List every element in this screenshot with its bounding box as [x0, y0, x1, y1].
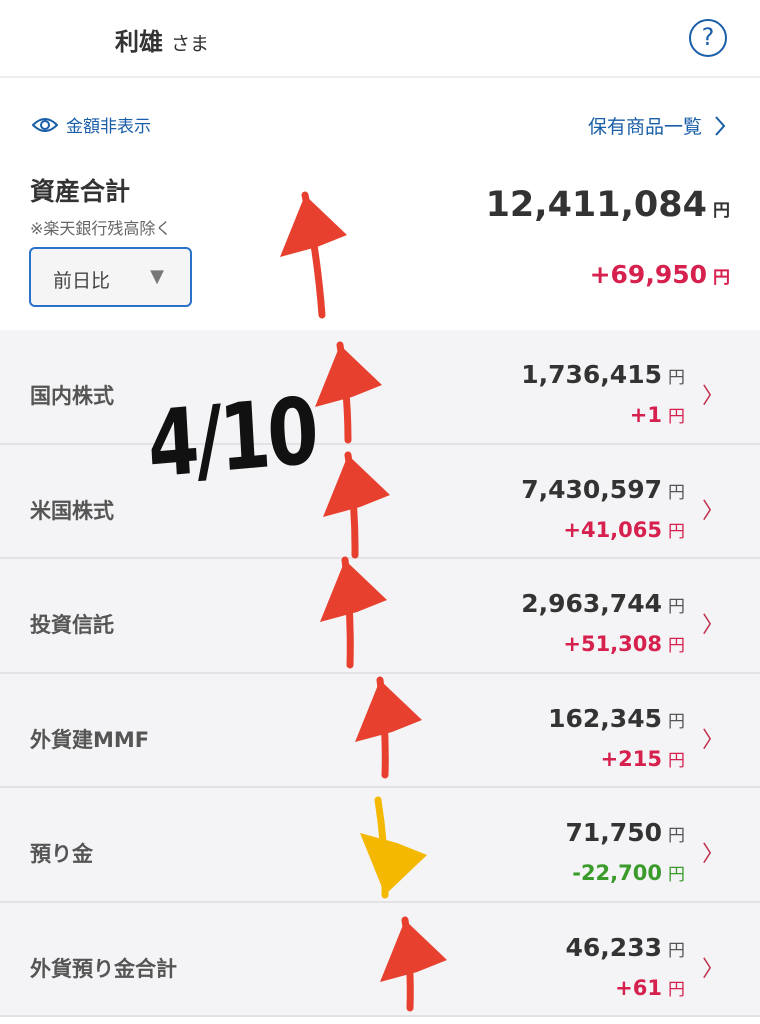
- yen-unit: 円: [668, 750, 685, 771]
- honorific: さま: [171, 33, 210, 55]
- yen-unit: 円: [668, 979, 685, 1000]
- holdings-list-link[interactable]: 保有商品一覧: [588, 112, 726, 139]
- asset-row[interactable]: 外貨建MMF 162,345 円 +215 円 〉: [0, 673, 760, 788]
- period-select[interactable]: 前日比 ▼: [29, 247, 192, 307]
- yen-unit: 円: [668, 482, 685, 503]
- asset-change: +51,308 円: [563, 631, 685, 656]
- asset-change: -22,700 円: [572, 860, 685, 885]
- asset-amount: 46,233: [565, 932, 662, 962]
- total-assets-value: 12,411,084 円: [486, 185, 730, 225]
- asset-value: 46,233 円: [566, 933, 685, 962]
- asset-change-amount: +61: [615, 975, 662, 1000]
- chevron-right-icon: 〉: [701, 956, 724, 982]
- yen-unit: 円: [668, 521, 685, 542]
- yen-unit: 円: [668, 368, 685, 388]
- chevron-right-icon: 〉: [701, 384, 724, 409]
- hide-amounts-label: 金額非表示: [66, 117, 151, 137]
- yen-unit: 円: [668, 597, 685, 617]
- chevron-right-icon: [715, 115, 726, 136]
- period-select-value: 前日比: [53, 270, 111, 292]
- asset-label: 投資信託: [30, 613, 114, 637]
- asset-change: +41,065 円: [563, 517, 685, 542]
- asset-row[interactable]: 国内株式 1,736,415 円 +1 円 〉: [0, 330, 760, 445]
- total-amount: 12,411,084: [485, 185, 707, 225]
- eye-icon: [32, 117, 58, 132]
- handwritten-date: 4/10: [145, 377, 319, 499]
- chevron-right-icon: 〉: [701, 498, 724, 524]
- chevron-right-icon: 〉: [701, 727, 724, 753]
- asset-change-amount: +41,065: [563, 517, 662, 542]
- user-name: 利雄 さま: [115, 22, 209, 57]
- yen-unit: 円: [668, 407, 685, 427]
- total-change-value: +69,950 円: [590, 260, 730, 289]
- asset-change: +215 円: [601, 746, 685, 771]
- asset-change-amount: +51,308: [563, 632, 662, 656]
- asset-label: 外貨預り金合計: [30, 956, 177, 981]
- asset-row[interactable]: 外貨預り金合計 46,233 円 +61 円 〉: [0, 902, 760, 1017]
- asset-value: 71,750 円: [566, 818, 685, 847]
- asset-change-amount: +215: [600, 746, 662, 771]
- yen-unit: 円: [668, 826, 685, 846]
- user-name-text: 利雄: [115, 28, 163, 56]
- asset-label: 米国株式: [30, 498, 114, 523]
- asset-value: 1,736,415 円: [521, 360, 685, 389]
- asset-amount: 71,750: [565, 818, 662, 847]
- total-assets-label: 資産合計: [30, 177, 131, 206]
- asset-change: +1 円: [630, 402, 685, 427]
- asset-row[interactable]: 米国株式 7,430,597 円 +41,065 円 〉: [0, 444, 760, 559]
- asset-label: 預り金: [30, 842, 93, 866]
- asset-value: 162,345 円: [548, 704, 685, 733]
- total-change: +69,950: [589, 260, 707, 289]
- header: 利雄 さま ?: [0, 0, 760, 78]
- chevron-right-icon: 〉: [701, 842, 724, 867]
- asset-change-amount: +1: [629, 403, 662, 427]
- yen-unit: 円: [668, 865, 685, 885]
- asset-change: +61 円: [615, 975, 685, 1000]
- asset-amount: 2,963,744: [521, 589, 662, 618]
- yen-unit: 円: [668, 636, 685, 656]
- asset-value: 7,430,597 円: [521, 475, 685, 504]
- asset-list: 国内株式 1,736,415 円 +1 円 〉米国株式 7,430,597 円 +41…: [0, 330, 760, 1017]
- question-circle-icon: ?: [701, 23, 715, 51]
- asset-row[interactable]: 投資信託 2,963,744 円 +51,308 円 〉: [0, 559, 760, 674]
- chevron-right-icon: 〉: [701, 613, 724, 638]
- yen-unit: 円: [668, 940, 685, 961]
- holdings-list-label: 保有商品一覧: [587, 116, 702, 138]
- help-button[interactable]: ?: [689, 19, 727, 57]
- yen-unit: 円: [668, 711, 685, 732]
- hide-amounts-toggle[interactable]: 金額非表示: [32, 112, 151, 137]
- asset-value: 2,963,744 円: [521, 589, 685, 618]
- yen-unit: 円: [713, 268, 730, 288]
- total-note: ※楽天銀行残高除く: [30, 219, 172, 238]
- asset-label: 外貨建MMF: [30, 727, 150, 752]
- asset-change-amount: -22,700: [572, 861, 662, 885]
- asset-amount: 162,345: [548, 703, 662, 733]
- yen-unit: 円: [713, 201, 730, 221]
- arrow-up-annotation: [280, 191, 347, 319]
- dropdown-triangle-icon: ▼: [150, 266, 164, 287]
- asset-label: 国内株式: [30, 384, 114, 408]
- asset-amount: 1,736,415: [521, 360, 662, 389]
- asset-amount: 7,430,597: [521, 474, 662, 504]
- asset-row[interactable]: 預り金 71,750 円 -22,700 円 〉: [0, 788, 760, 903]
